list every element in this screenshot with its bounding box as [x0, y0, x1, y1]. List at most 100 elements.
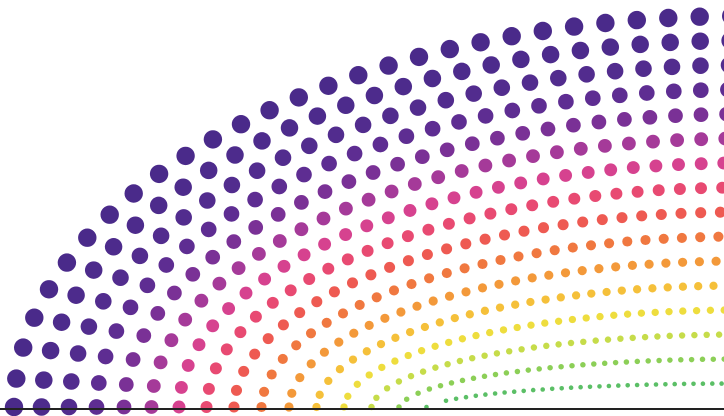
dot — [222, 302, 235, 315]
dot — [425, 121, 441, 137]
dot — [635, 60, 652, 77]
dot — [616, 383, 621, 388]
dot — [318, 184, 333, 199]
dot — [474, 394, 479, 399]
dot — [89, 399, 105, 415]
dot — [477, 259, 487, 269]
dot — [602, 38, 619, 55]
dot — [360, 219, 373, 232]
dot — [700, 357, 706, 363]
dot — [403, 255, 414, 266]
dot — [483, 392, 488, 397]
dot — [347, 146, 363, 162]
dot — [123, 299, 139, 315]
dot — [61, 399, 78, 416]
dot — [105, 238, 122, 255]
dot — [721, 306, 724, 313]
dot — [602, 288, 610, 296]
dot — [298, 248, 311, 261]
dot — [347, 277, 358, 288]
dot — [126, 352, 141, 367]
dot — [203, 383, 215, 395]
dot — [127, 216, 144, 233]
dot — [231, 385, 242, 396]
dot — [514, 176, 527, 189]
dot — [550, 145, 564, 159]
dot — [410, 99, 427, 116]
dot — [339, 228, 352, 241]
dot — [224, 177, 241, 194]
dot — [366, 371, 373, 378]
dot — [471, 376, 477, 382]
dot — [504, 370, 510, 376]
dot — [418, 347, 425, 354]
dot — [453, 63, 470, 80]
dot — [678, 357, 684, 363]
dot — [85, 261, 102, 278]
dot — [550, 387, 555, 392]
dot — [224, 206, 240, 222]
dot — [672, 158, 685, 171]
dot — [490, 131, 505, 146]
dot — [42, 342, 59, 359]
dot — [365, 321, 374, 330]
dot — [363, 347, 371, 355]
dot — [617, 335, 623, 341]
dot — [513, 251, 523, 261]
dot — [666, 333, 672, 339]
dot — [578, 66, 595, 83]
dot — [431, 170, 445, 184]
dot — [259, 387, 269, 397]
dot — [404, 396, 410, 402]
dot — [95, 293, 112, 310]
dot — [677, 233, 687, 243]
dot — [522, 74, 539, 91]
dot — [478, 283, 487, 292]
dot — [542, 46, 559, 63]
dot — [449, 380, 455, 386]
dot — [479, 159, 493, 173]
dot — [5, 398, 23, 416]
dot — [459, 335, 466, 342]
dot — [441, 40, 459, 58]
dot — [568, 243, 578, 253]
dot — [319, 77, 337, 95]
dot — [518, 346, 524, 352]
dot — [715, 207, 724, 218]
dot — [604, 238, 614, 248]
dot — [607, 384, 612, 389]
dot — [278, 319, 289, 330]
dot — [365, 269, 376, 280]
dot — [538, 222, 549, 233]
dot — [63, 373, 80, 390]
dot — [290, 88, 308, 106]
dot — [695, 232, 705, 242]
dot — [679, 283, 687, 291]
dot — [408, 177, 422, 191]
dot — [399, 128, 415, 144]
dot — [182, 359, 195, 372]
dot — [652, 309, 659, 316]
dot — [415, 149, 430, 164]
dot — [577, 216, 588, 227]
dot — [228, 401, 239, 412]
dot — [384, 262, 395, 273]
dot — [395, 78, 412, 95]
dot — [711, 356, 717, 362]
dot — [382, 237, 394, 249]
dot — [636, 210, 647, 221]
dot — [607, 63, 624, 80]
dot — [580, 339, 586, 345]
dot — [201, 222, 217, 238]
dot — [592, 337, 598, 343]
dot — [140, 277, 156, 293]
dot — [695, 257, 704, 266]
dot — [454, 397, 459, 402]
dot — [200, 162, 217, 179]
dot — [349, 329, 358, 338]
dot — [596, 313, 603, 320]
dot — [550, 70, 567, 87]
dot — [67, 286, 84, 303]
dot — [518, 226, 529, 237]
dot — [35, 371, 52, 388]
